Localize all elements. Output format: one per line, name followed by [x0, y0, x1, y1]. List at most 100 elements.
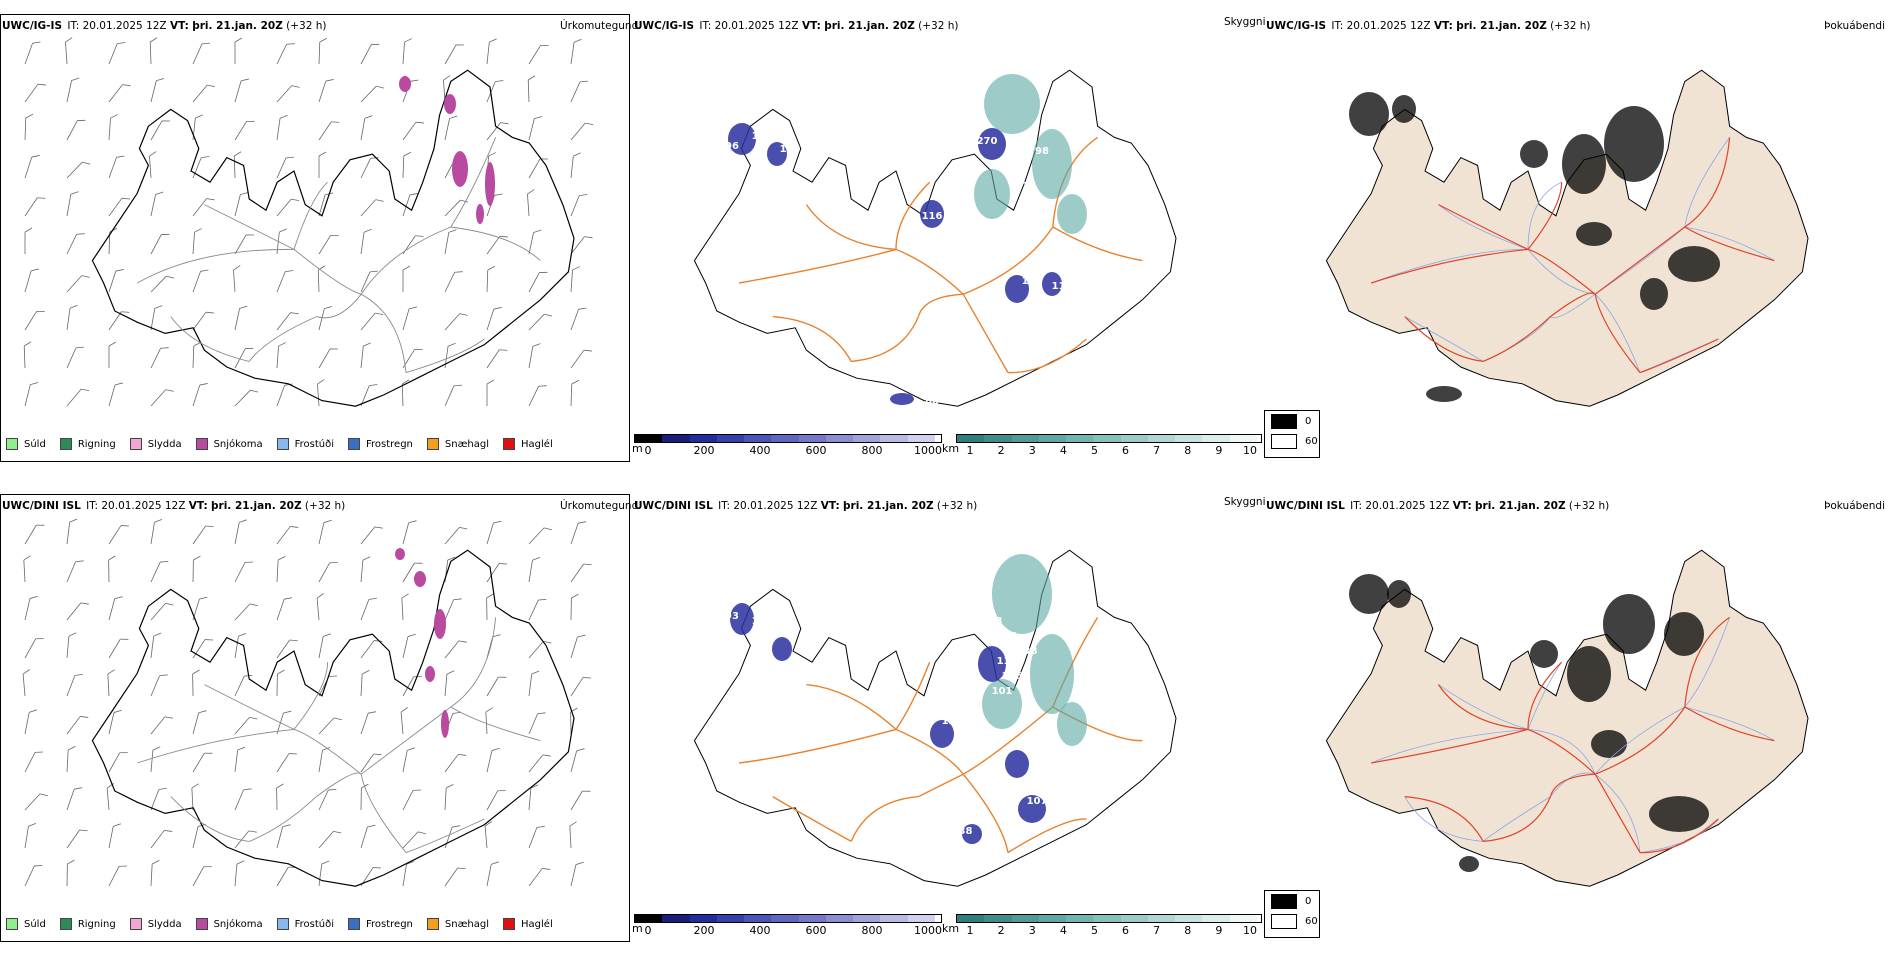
wind-barb	[571, 861, 584, 888]
wind-barb	[193, 309, 214, 334]
wind-barb-shaft	[67, 276, 82, 292]
fog-area	[1664, 612, 1704, 656]
wind-barb-shaft	[109, 385, 115, 406]
wind-barb-shaft	[109, 639, 120, 658]
wind-barb	[25, 708, 37, 735]
wind-barb-shaft	[25, 752, 35, 772]
panel-header: UWC/IG-IS IT: 20.01.2025 12Z VT: þri. 21…	[1266, 20, 1591, 32]
wind-barb	[235, 559, 253, 585]
wind-barb-shaft	[193, 753, 204, 772]
wind-barb-shaft	[445, 232, 449, 254]
wind-barb-flag	[317, 593, 324, 598]
snow-area	[434, 609, 446, 639]
wind-barb-flag	[287, 41, 295, 48]
wind-barb-shaft	[487, 864, 491, 886]
wind-barb-shaft	[151, 717, 165, 734]
wind-barb-shaft	[571, 309, 579, 330]
wind-barb-flag	[373, 864, 381, 871]
colorbar-cell	[984, 435, 1011, 442]
wind-barb	[529, 342, 540, 369]
wind-barb-shaft	[403, 677, 414, 696]
wind-barb	[319, 786, 336, 813]
wind-barb	[445, 638, 467, 663]
colorbar-tick: 1	[967, 924, 974, 937]
wind-barb-shaft	[571, 564, 584, 582]
wind-barb-shaft	[277, 346, 279, 368]
wind-barb-flag	[80, 827, 88, 834]
wind-barb	[403, 152, 411, 178]
wind-barb-flag	[369, 596, 377, 602]
wind-barb-shaft	[234, 156, 235, 178]
wind-barb-shaft	[151, 390, 166, 406]
wind-barb-flag	[376, 83, 384, 91]
wind-barb-shaft	[403, 790, 413, 810]
colorbar-cell	[1175, 915, 1202, 922]
colorbar-cell	[1148, 915, 1175, 922]
wind-barb-flag	[119, 863, 127, 870]
wind-barb-flag	[334, 715, 342, 723]
wind-barb	[403, 633, 416, 660]
wind-barb-shaft	[319, 235, 331, 254]
wind-barb-shaft	[487, 350, 499, 368]
wind-barb	[193, 82, 215, 106]
wind-barb-shaft	[361, 640, 374, 658]
colorbar-cell	[1066, 915, 1093, 922]
ceiling-colorbar-cells	[634, 434, 942, 443]
ceiling-unit: m	[632, 442, 643, 455]
wind-barb	[571, 380, 579, 406]
road	[451, 227, 541, 261]
iceland-coastline	[694, 70, 1176, 406]
wind-barb-flag	[33, 40, 41, 46]
wind-barb	[319, 746, 330, 773]
wind-barb	[233, 266, 242, 292]
wind-barb	[67, 386, 89, 410]
wind-barb	[319, 152, 326, 178]
wind-barb-flag	[290, 637, 298, 644]
wind-barb	[529, 115, 542, 142]
wind-barb-shaft	[277, 385, 285, 406]
wind-barb-shaft	[151, 603, 165, 620]
wind-barb-shaft	[25, 271, 31, 292]
wind-barb-shaft	[445, 200, 460, 216]
legend-label: Slydda	[148, 439, 182, 450]
ceiling-colorbar-cells	[634, 914, 942, 923]
wind-barb-shaft	[67, 675, 75, 696]
wind-barb-shaft	[571, 791, 582, 810]
wind-barb-flag	[409, 305, 417, 311]
fog-legend-swatch	[1271, 434, 1297, 449]
colorbar-cell	[690, 915, 717, 922]
wind-barb-flag	[245, 559, 253, 566]
wind-barb-shaft	[67, 562, 76, 582]
wind-barb-flag	[585, 234, 593, 241]
wind-barbs	[23, 518, 592, 890]
wind-barb	[317, 593, 326, 620]
colorbar-tick: 5	[1091, 924, 1098, 937]
wind-barb-flag	[577, 633, 585, 639]
wind-barb-flag	[532, 556, 540, 561]
wind-barb-flag	[238, 746, 245, 751]
wind-barb-flag	[113, 822, 121, 827]
wind-barb-flag	[204, 863, 212, 870]
wind-barb-flag	[195, 114, 202, 119]
wind-barb	[445, 228, 456, 255]
legend-swatch	[130, 438, 142, 450]
wind-barb	[193, 556, 200, 582]
wind-barb	[25, 822, 36, 849]
wind-barb	[403, 746, 415, 773]
wind-barb-shaft	[109, 44, 117, 64]
wind-barb-flag	[404, 152, 411, 156]
wind-barb-flag	[26, 114, 33, 118]
precip-type-panel: UWC/IG-IS IT: 20.01.2025 12Z VT: þri. 21…	[0, 14, 632, 484]
vt-value: þri. 21.jan. 20Z	[192, 20, 283, 32]
legend-swatch	[60, 918, 72, 930]
wind-barb	[319, 715, 342, 739]
wind-barb-flag	[322, 746, 330, 751]
wind-barb-shaft	[529, 159, 540, 178]
visibility-area	[1057, 194, 1087, 234]
wind-barb-flag	[368, 709, 376, 715]
wind-barb-shaft	[487, 791, 498, 810]
visibility-colorbar-cells	[956, 914, 1262, 923]
colorbar-cell	[1230, 915, 1257, 922]
fog-legend-label: 60	[1305, 436, 1318, 447]
